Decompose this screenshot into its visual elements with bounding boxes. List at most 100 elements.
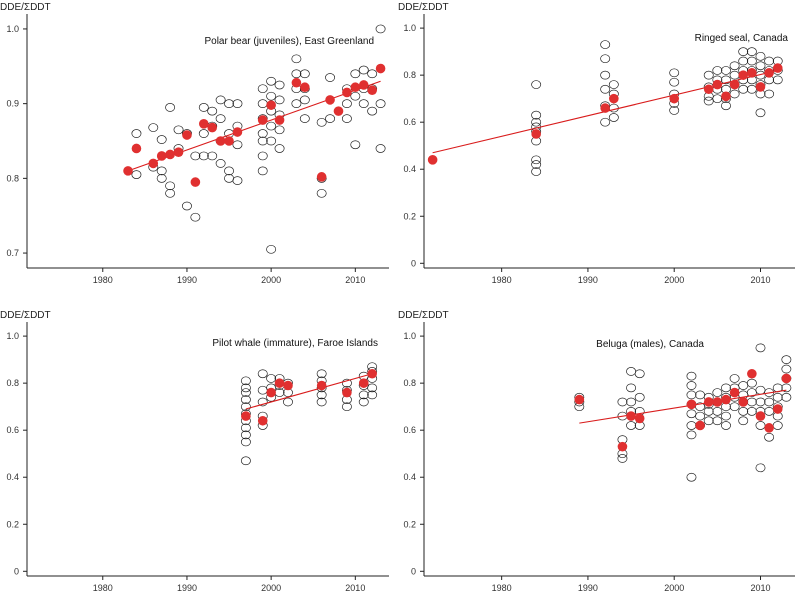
observation-point: [274, 95, 285, 105]
mean-point: [634, 413, 645, 424]
observation-point: [531, 167, 542, 176]
observation-point: [755, 61, 766, 71]
y-tick-label: 0.8: [6, 173, 19, 183]
observation-point: [367, 106, 378, 116]
observation-point: [341, 114, 352, 123]
observation-point: [764, 432, 775, 442]
observation-point: [746, 84, 757, 94]
observation-point: [600, 40, 611, 49]
observation-point: [257, 99, 268, 108]
mean-point: [182, 130, 192, 140]
observation-point: [686, 430, 697, 440]
mean-point: [333, 106, 344, 116]
observation-point: [755, 463, 766, 473]
x-tick-label: 1980: [492, 275, 512, 285]
observation-point: [341, 378, 352, 388]
observations: [131, 24, 386, 254]
panel-title: Polar bear (juveniles), East Greenland: [204, 36, 374, 47]
x-tick-label: 2000: [261, 583, 281, 593]
panel-polar-bear: DDE/ΣDDT Polar bear (juveniles), East Gr…: [0, 2, 389, 285]
observation-point: [257, 385, 268, 395]
mean-point: [375, 63, 386, 74]
observation-point: [257, 84, 268, 94]
axes: 1980 1990 2000 2010 0 0.2 0.4 0.6 0.8 1.0: [403, 14, 795, 285]
mean-point: [131, 143, 142, 154]
observation-point: [746, 407, 757, 416]
observation-point: [695, 411, 706, 421]
mean-point: [274, 378, 285, 388]
observation-point: [712, 66, 723, 75]
observation-point: [746, 56, 757, 66]
observation-point: [686, 390, 697, 400]
mean-point: [342, 387, 352, 398]
mean-point: [367, 368, 377, 379]
y-tick-label: 0.8: [6, 378, 19, 388]
observation-point: [626, 367, 637, 376]
observation-point: [215, 114, 226, 123]
observation-point: [198, 103, 209, 112]
observation-point: [358, 99, 369, 108]
observation-point: [131, 129, 142, 138]
observation-point: [350, 69, 361, 79]
observation-point: [341, 402, 352, 412]
observation-point: [738, 56, 749, 66]
observation-point: [232, 140, 243, 150]
mean-point: [747, 67, 757, 78]
mean-point: [123, 166, 133, 176]
x-tick-label: 1980: [93, 583, 113, 593]
observations: [240, 362, 378, 466]
mean-point: [342, 87, 352, 98]
observation-point: [358, 65, 369, 75]
observation-point: [215, 95, 226, 105]
mean-point: [738, 70, 749, 80]
observation-point: [746, 378, 757, 388]
mean-point: [266, 100, 276, 110]
panel-ringed-seal: DDE/ΣDDT Ringed seal, Canada 1980 1990 200…: [398, 2, 795, 285]
observation-point: [325, 114, 336, 123]
observation-point: [257, 369, 268, 379]
observation-point: [669, 68, 680, 78]
observation-point: [755, 51, 766, 61]
mean-point: [669, 93, 680, 104]
mean-point: [703, 84, 714, 95]
observation-point: [232, 99, 243, 108]
mean-point: [173, 147, 184, 158]
observation-point: [224, 174, 234, 183]
x-tick-label: 1990: [177, 275, 197, 285]
observation-point: [686, 421, 697, 430]
observation-point: [299, 69, 310, 79]
mean-point: [367, 85, 377, 95]
x-tick-label: 2010: [750, 583, 770, 593]
y-tick-label: 0.8: [403, 70, 416, 80]
observation-point: [240, 376, 251, 386]
panel-pilot-whale: DDE/ΣDDT Pilot whale (immature), Faroe I…: [0, 310, 389, 593]
observation-point: [350, 140, 361, 150]
observation-point: [634, 392, 645, 402]
observation-point: [240, 402, 251, 412]
means: [123, 63, 386, 187]
mean-point: [695, 420, 705, 431]
mean-point: [729, 79, 740, 90]
observation-point: [721, 66, 731, 75]
mean-point: [721, 91, 731, 102]
observation-point: [781, 383, 792, 393]
means: [241, 368, 377, 426]
observation-point: [712, 388, 723, 397]
y-tick-label: 0.2: [403, 519, 416, 529]
observation-point: [712, 94, 723, 104]
mean-point: [686, 399, 697, 410]
x-tick-label: 2010: [345, 583, 365, 593]
observation-point: [215, 159, 226, 168]
observation-point: [316, 390, 327, 400]
observation-point: [729, 61, 740, 71]
observation-point: [634, 369, 645, 379]
observation-point: [764, 89, 775, 99]
observation-point: [367, 383, 378, 393]
mean-point: [232, 127, 243, 137]
mean-point: [772, 404, 783, 414]
mean-point: [325, 95, 335, 105]
observation-point: [617, 454, 628, 463]
observation-point: [173, 125, 184, 135]
y-tick-label: 0: [411, 566, 416, 576]
mean-point: [291, 77, 302, 88]
